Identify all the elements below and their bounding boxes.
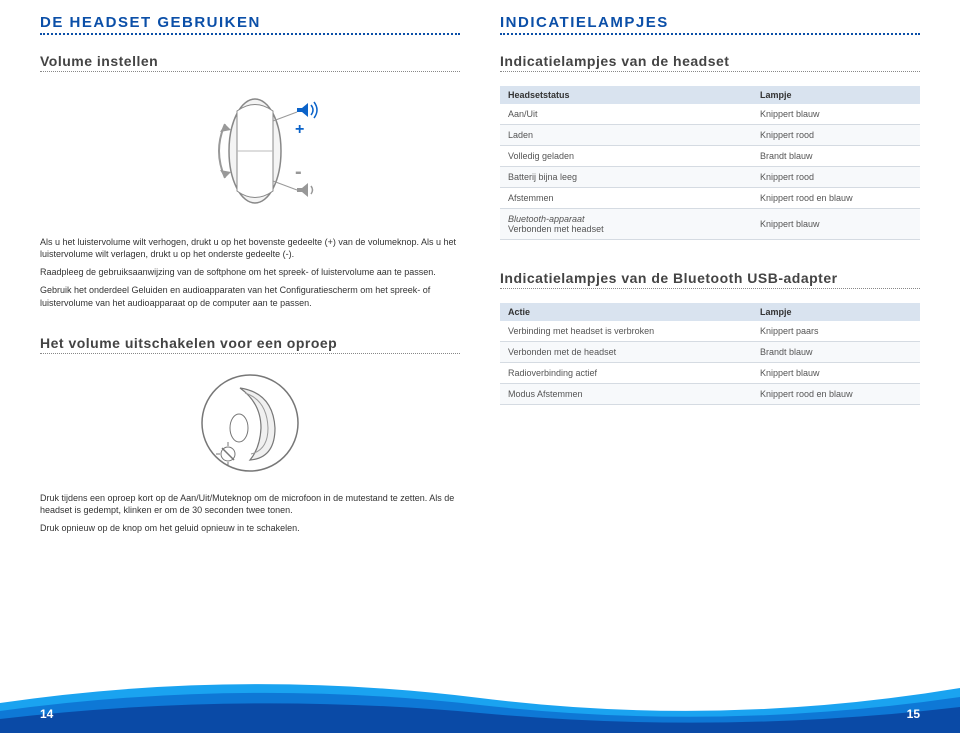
cell-status: Verbonden met de headset (500, 342, 752, 363)
right-sub2: Indicatielampjes van de Bluetooth USB-ad… (500, 270, 920, 289)
table-row: Volledig geladenBrandt blauw (500, 146, 920, 167)
minus-icon: - (295, 161, 302, 183)
table-row: Verbonden met de headsetBrandt blauw (500, 342, 920, 363)
headset-table: Headsetstatus Lampje Aan/UitKnippert bla… (500, 86, 920, 240)
cell-status: Bluetooth-apparaatVerbonden met headset (500, 209, 752, 240)
t2-h1: Actie (500, 303, 752, 321)
left-page: DE HEADSET GEBRUIKEN Volume instellen (40, 14, 460, 540)
cell-status: Aan/Uit (500, 104, 752, 125)
cell-status: Radioverbinding actief (500, 363, 752, 384)
adapter-table: Actie Lampje Verbinding met headset is v… (500, 303, 920, 405)
plus-icon: + (295, 121, 304, 138)
volume-illustration: + - (40, 86, 460, 216)
right-sub1: Indicatielampjes van de headset (500, 53, 920, 72)
cell-lamp: Knippert blauw (752, 209, 920, 240)
t1-h2: Lampje (752, 86, 920, 104)
left-para5: Druk opnieuw op de knop om het geluid op… (40, 522, 460, 534)
left-sub2: Het volume uitschakelen voor een oproep (40, 335, 460, 354)
t2-h2: Lampje (752, 303, 920, 321)
cell-lamp: Knippert paars (752, 321, 920, 342)
table-row: LadenKnippert rood (500, 125, 920, 146)
cell-status: Laden (500, 125, 752, 146)
cell-status: Volledig geladen (500, 146, 752, 167)
right-page: INDICATIELAMPJES Indicatielampjes van de… (500, 14, 920, 540)
cell-lamp: Knippert rood (752, 125, 920, 146)
table-row: Verbinding met headset is verbrokenKnipp… (500, 321, 920, 342)
left-para2: Raadpleeg de gebruiksaanwijzing van de s… (40, 266, 460, 278)
cell-status: Batterij bijna leeg (500, 167, 752, 188)
table-row: Aan/UitKnippert blauw (500, 104, 920, 125)
cell-status: Modus Afstemmen (500, 384, 752, 405)
table-row: Radioverbinding actiefKnippert blauw (500, 363, 920, 384)
right-section-header: INDICATIELAMPJES (500, 14, 920, 35)
left-para1: Als u het luistervolume wilt verhogen, d… (40, 236, 460, 260)
left-para3: Gebruik het onderdeel Geluiden en audioa… (40, 284, 460, 308)
table-row: Modus AfstemmenKnippert rood en blauw (500, 384, 920, 405)
left-section-header: DE HEADSET GEBRUIKEN (40, 14, 460, 35)
footer-wave-graphic (0, 663, 960, 733)
t1-h1: Headsetstatus (500, 86, 752, 104)
cell-status: Afstemmen (500, 188, 752, 209)
cell-lamp: Knippert blauw (752, 363, 920, 384)
cell-status: Verbinding met headset is verbroken (500, 321, 752, 342)
table-row: AfstemmenKnippert rood en blauw (500, 188, 920, 209)
left-sub1: Volume instellen (40, 53, 460, 72)
table-row: Bluetooth-apparaatVerbonden met headsetK… (500, 209, 920, 240)
left-para4: Druk tijdens een oproep kort op de Aan/U… (40, 492, 460, 516)
cell-lamp: Brandt blauw (752, 342, 920, 363)
cell-lamp: Knippert rood en blauw (752, 188, 920, 209)
cell-lamp: Knippert rood (752, 167, 920, 188)
cell-lamp: Knippert blauw (752, 104, 920, 125)
mute-illustration (40, 368, 460, 478)
table-row: Batterij bijna leegKnippert rood (500, 167, 920, 188)
page-number-right: 15 (907, 707, 920, 721)
cell-lamp: Brandt blauw (752, 146, 920, 167)
cell-lamp: Knippert rood en blauw (752, 384, 920, 405)
page-number-left: 14 (40, 707, 53, 721)
